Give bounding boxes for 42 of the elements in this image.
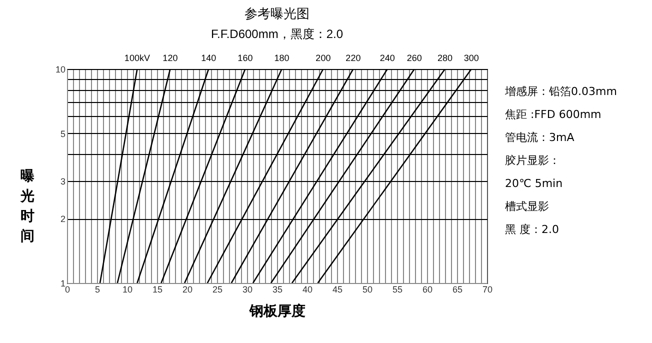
series-label: 100kV (124, 53, 150, 63)
x-tick-label: 40 (302, 284, 313, 294)
text: 胶片显影： (505, 153, 561, 169)
x-tick-label: 20 (182, 284, 193, 294)
y-tick-label: 3 (60, 176, 66, 186)
series-label: 160 (238, 53, 253, 63)
series-label: 240 (380, 53, 395, 63)
text: 增感屏：铅箔0.03mm (505, 84, 617, 100)
y-tick-label: 10 (55, 64, 66, 74)
series-label: 180 (274, 53, 290, 63)
y-tick-label: 2 (60, 214, 66, 224)
series-label: 220 (346, 53, 361, 63)
series-label: 140 (201, 53, 216, 63)
x-tick-label: 65 (452, 284, 463, 294)
series-label: 200 (316, 53, 331, 63)
x-tick-label: 35 (272, 284, 283, 294)
x-tick-label: 5 (94, 284, 100, 294)
y-tick-label: 5 (60, 128, 66, 139)
text: 20℃ 5min (505, 176, 564, 192)
series-label: 300 (464, 53, 479, 63)
chart-subtitle: F.F.D600mm，黑度：2.0 (210, 27, 344, 41)
text: 黑 度：2.0 (505, 222, 560, 238)
series-label: 260 (406, 53, 422, 63)
x-tick-label: 25 (212, 284, 223, 294)
text: 槽式显影 (505, 199, 550, 215)
y-axis-title: 曝光时间 (20, 168, 34, 244)
x-tick-label: 0 (64, 284, 70, 294)
x-tick-label: 30 (242, 284, 253, 294)
x-axis-title: 钢板厚度 (248, 302, 306, 318)
series-label: 280 (437, 53, 453, 63)
x-tick-label: 60 (422, 284, 433, 294)
x-tick-label: 55 (392, 284, 403, 294)
x-tick-label: 15 (152, 284, 163, 294)
chart-title: 参考曝光图 (244, 6, 310, 21)
x-tick-label: 50 (362, 284, 373, 294)
x-tick-label: 70 (482, 284, 493, 294)
series-label: 120 (162, 53, 178, 63)
text: 焦距 :FFD 600mm (505, 107, 602, 123)
text: 管电流：3mA (505, 130, 576, 146)
x-tick-label: 10 (122, 284, 133, 294)
x-tick-label: 45 (332, 284, 343, 294)
y-tick-label: 1 (60, 278, 66, 288)
